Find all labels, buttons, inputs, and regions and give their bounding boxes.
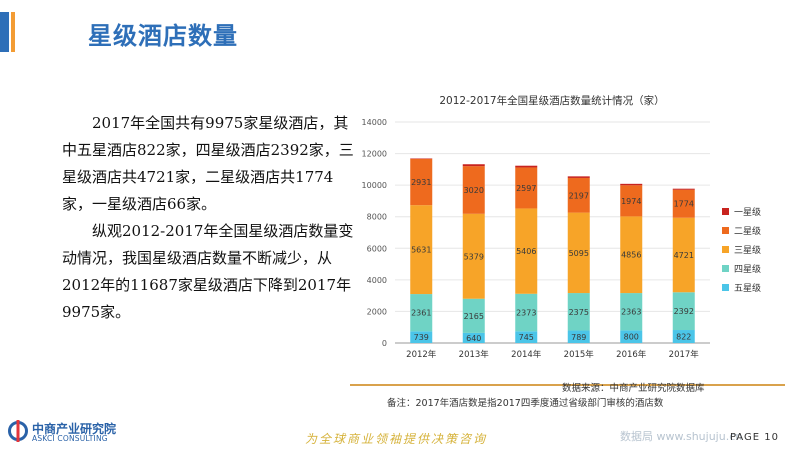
bar-segment — [620, 183, 643, 186]
legend-label: 五星级 — [734, 282, 761, 294]
bar-segment — [410, 158, 433, 160]
bar-segment — [567, 176, 590, 178]
data-label: 5095 — [569, 249, 589, 258]
bar-segment — [515, 167, 538, 209]
title-accent-bar — [0, 12, 9, 52]
slogan: 为全球商业领袖提供决策咨询 — [305, 432, 488, 446]
bar-segment — [620, 293, 643, 331]
data-label: 2392 — [674, 307, 694, 316]
page-number: PAGE 10 — [730, 432, 780, 443]
bar-segment — [515, 165, 538, 168]
logo-icon — [8, 420, 28, 442]
bar-segment — [620, 330, 643, 343]
x-tick-label: 2012年 — [406, 349, 437, 360]
legend-swatch — [722, 227, 729, 234]
company-logo: 中商产业研究院 ASKCI CONSULTING — [8, 418, 158, 446]
data-label: 822 — [676, 333, 691, 342]
logo-name: 中商产业研究院 — [32, 422, 117, 436]
data-label: 1974 — [621, 197, 641, 206]
legend-label: 一星级 — [734, 206, 761, 218]
x-tick-label: 2013年 — [459, 349, 490, 360]
data-label: 4856 — [621, 251, 641, 260]
y-tick-label: 14000 — [362, 118, 387, 127]
legend-label: 三星级 — [734, 244, 761, 256]
bar-segment — [462, 166, 485, 214]
bar-segment — [567, 177, 590, 213]
bar-segment — [567, 212, 590, 294]
bar-segment — [515, 208, 538, 294]
x-tick-label: 2017年 — [669, 349, 700, 360]
bar-segment — [620, 216, 643, 294]
bar-segment — [672, 188, 695, 190]
paragraph-trend: 纵观2012-2017年全国星级酒店数量变动情况，我国星级酒店数量不断减少，从2… — [62, 222, 354, 321]
data-label: 2375 — [569, 308, 589, 317]
data-label: 2931 — [411, 178, 431, 187]
logo-en: ASKCI CONSULTING — [32, 434, 108, 443]
legend-swatch — [722, 265, 729, 272]
bar-segment — [567, 330, 590, 343]
data-label: 2363 — [621, 308, 641, 317]
data-source: 数据来源：中商产业研究院数据库 — [562, 383, 705, 394]
data-label: 789 — [571, 333, 586, 342]
bar-segment — [567, 293, 590, 331]
legend-swatch — [722, 208, 729, 215]
y-tick-label: 12000 — [362, 150, 387, 159]
legend-label: 二星级 — [734, 225, 761, 237]
watermark: 数据局 www.shujuju.cn — [620, 430, 743, 443]
bar-segment — [410, 205, 433, 295]
x-tick-label: 2015年 — [564, 349, 595, 360]
title-accent-bar-orange — [11, 12, 15, 52]
data-label: 739 — [414, 333, 429, 342]
y-tick-label: 0 — [382, 339, 387, 348]
bar-segment — [410, 331, 433, 343]
y-tick-label: 6000 — [367, 244, 387, 253]
data-label: 2597 — [516, 184, 536, 193]
data-label: 800 — [624, 333, 639, 342]
data-label: 2165 — [464, 312, 484, 321]
chart-title: 2012-2017年全国星级酒店数量统计情况（家） — [439, 94, 664, 107]
bar-segment — [515, 331, 538, 343]
data-note: 备注：2017年酒店数是指2017四季度通过省级部门审核的酒店数 — [387, 398, 664, 409]
bar-segment — [672, 217, 695, 293]
bar-segment — [515, 293, 538, 332]
data-label: 2361 — [411, 309, 431, 318]
bar-segment — [620, 185, 643, 217]
x-tick-label: 2016年 — [616, 349, 647, 360]
bar-segment — [462, 298, 485, 333]
data-label: 5379 — [464, 252, 484, 261]
data-label: 5631 — [411, 246, 431, 255]
bar-segment — [672, 189, 695, 218]
bar-segment — [462, 164, 485, 167]
data-label: 2373 — [516, 309, 536, 318]
bar-segment — [672, 330, 695, 343]
y-tick-label: 10000 — [362, 181, 387, 190]
legend-label: 四星级 — [734, 263, 761, 275]
page-title: 星级酒店数量 — [88, 22, 238, 50]
data-label: 3020 — [464, 186, 484, 195]
body-text: 2017年全国共有9975家星级酒店，其中五星酒店822家，四星级酒店2392家… — [62, 110, 354, 326]
bar-segment — [462, 213, 485, 299]
paragraph-summary: 2017年全国共有9975家星级酒店，其中五星酒店822家，四星级酒店2392家… — [62, 114, 354, 213]
bar-segment — [672, 292, 695, 331]
data-label: 1774 — [674, 200, 694, 209]
data-label: 640 — [466, 334, 481, 343]
bar-segment — [410, 294, 433, 332]
bar-segment — [410, 158, 433, 206]
legend-swatch — [722, 246, 729, 253]
y-tick-label: 4000 — [367, 276, 387, 285]
data-label: 4721 — [674, 251, 694, 260]
stacked-bar-chart: 2012-2017年全国星级酒店数量统计情况（家） 0 2000 4000 6000 80… — [362, 94, 761, 360]
data-label: 5406 — [516, 247, 536, 256]
y-tick-label: 2000 — [367, 307, 387, 316]
bar-segment — [462, 332, 485, 343]
chart-container: 2012-2017年全国星级酒店数量统计情况（家） 0 2000 4000 6000 80… — [350, 80, 785, 386]
legend-swatch — [722, 284, 729, 291]
data-label: 745 — [519, 333, 534, 342]
x-tick-label: 2014年 — [511, 349, 542, 360]
data-label: 2197 — [569, 191, 589, 200]
y-tick-label: 8000 — [367, 213, 387, 222]
